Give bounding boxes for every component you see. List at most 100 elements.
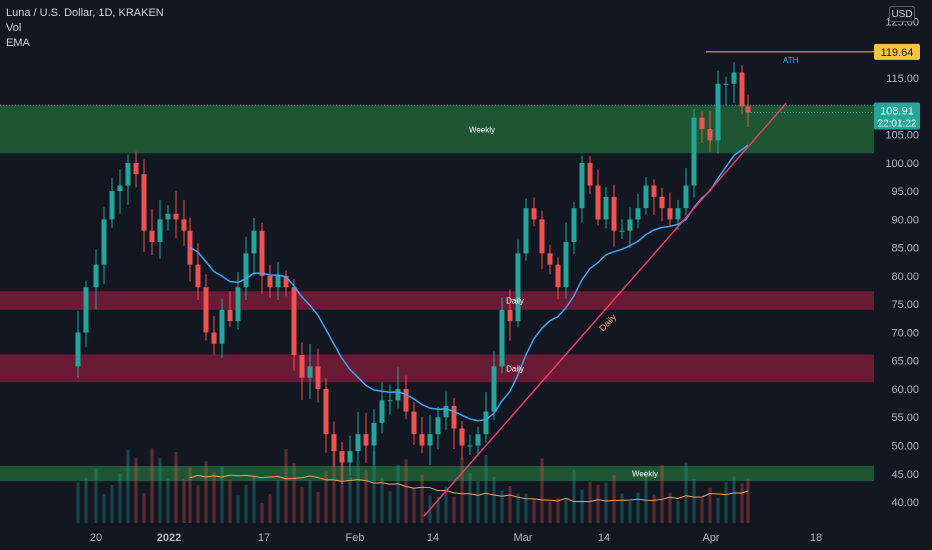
candle-body	[75, 332, 81, 367]
volume-bar	[118, 473, 122, 523]
candle-body	[619, 230, 625, 232]
candle-body	[165, 213, 171, 220]
volume-bar	[76, 482, 80, 523]
candle-body	[379, 400, 385, 423]
volume-bar	[404, 459, 408, 523]
candle-body	[667, 208, 673, 220]
candle-body	[675, 208, 681, 220]
candle-body	[181, 219, 187, 231]
zone-support-3[interactable]	[0, 465, 874, 482]
candle-body	[515, 253, 521, 322]
price-tick: 65.00	[891, 356, 919, 368]
candle-body	[643, 185, 649, 209]
time-tick: 20	[90, 532, 102, 544]
price-tick: 70.00	[891, 327, 919, 339]
last-price-badge	[874, 102, 920, 130]
candle-body	[459, 428, 465, 446]
price-tick: 80.00	[891, 271, 919, 283]
volume-bar	[580, 489, 584, 523]
volume-bar	[700, 498, 704, 523]
volume-bar	[308, 480, 312, 523]
zone-resistance-2[interactable]	[0, 354, 874, 383]
time-tick: Apr	[702, 532, 719, 544]
volume-bar	[340, 452, 344, 523]
time-tick: 2022	[157, 532, 181, 544]
price-tick: 50.00	[891, 441, 919, 453]
candle-body	[547, 253, 553, 265]
volume-bar	[300, 487, 304, 523]
candle-body	[627, 219, 633, 231]
volume-bar	[612, 475, 616, 523]
volume-bar	[388, 491, 392, 523]
volume-bar	[716, 497, 720, 523]
candle-body	[259, 230, 265, 276]
candle-body	[659, 196, 665, 209]
candle-body	[371, 422, 377, 446]
zone-resistance-1[interactable]	[0, 291, 874, 310]
volume-bar	[556, 498, 560, 523]
volume-bar	[276, 479, 280, 523]
volume-bar	[396, 464, 400, 523]
time-tick: 17	[258, 532, 270, 544]
price-tick: 90.00	[891, 214, 919, 226]
candle-body	[699, 117, 705, 129]
price-tick: 40.00	[891, 497, 919, 509]
volume-bar	[636, 492, 640, 523]
ema-line	[189, 144, 749, 422]
volume-bar	[284, 448, 288, 523]
volume-bar	[660, 464, 664, 523]
volume-bar	[324, 471, 328, 523]
candle-body	[563, 242, 569, 288]
currency-label[interactable]: USD	[889, 6, 915, 22]
legend: Luna / U.S. Dollar, 1D, KRAKEN Vol EMA	[6, 6, 164, 51]
volume-bar	[364, 470, 368, 523]
volume-bar	[196, 485, 200, 523]
candle-body	[125, 162, 131, 186]
candle-body	[243, 253, 249, 288]
candle-body	[267, 275, 273, 288]
ema-indicator-label[interactable]: EMA	[6, 37, 30, 49]
candle-body	[275, 275, 281, 288]
price-tick: 95.00	[891, 186, 919, 198]
candle-body	[707, 128, 713, 141]
daily-trendline[interactable]	[423, 103, 787, 517]
volume-bar	[204, 461, 208, 523]
zone-labels-layer: Weekly Daily Daily Weekly	[469, 125, 658, 478]
volume-bar	[252, 475, 256, 523]
candle-body	[235, 287, 241, 322]
symbol-title[interactable]: Luna / U.S. Dollar, 1D, KRAKEN	[6, 7, 164, 19]
candle-body	[555, 264, 561, 288]
candle-body	[539, 219, 545, 254]
volume-bar	[412, 487, 416, 523]
volume-indicator-label[interactable]: Vol	[6, 22, 22, 34]
volume-bar	[452, 496, 456, 523]
candle-body	[745, 106, 751, 113]
price-tick: 100.00	[885, 158, 919, 170]
volume-bar	[166, 478, 170, 523]
candle-body	[723, 83, 729, 85]
candle-body	[403, 388, 409, 412]
candle-body	[531, 208, 537, 220]
volume-bar	[644, 470, 648, 523]
volume-bar	[540, 458, 544, 523]
candle-body	[483, 411, 489, 435]
volume-bar	[356, 460, 360, 523]
time-axis[interactable]: 20 2022 17 Feb 14 Mar 14 Apr 18	[90, 532, 822, 544]
zone-label: Weekly	[632, 469, 658, 478]
volume-bar	[596, 484, 600, 523]
volume-bar	[708, 487, 712, 523]
zone-label: Daily	[506, 364, 524, 373]
volume-bar	[94, 468, 98, 523]
volume-bar	[676, 500, 680, 523]
volume-bar	[740, 483, 744, 523]
volume-bar	[516, 493, 520, 523]
time-tick: 14	[598, 532, 610, 544]
candle-body	[595, 185, 601, 220]
candle-body	[475, 434, 481, 446]
candle-body	[251, 230, 257, 254]
candle-body	[467, 445, 473, 447]
volume-bar	[548, 502, 552, 523]
zone-support-0[interactable]	[0, 105, 874, 154]
